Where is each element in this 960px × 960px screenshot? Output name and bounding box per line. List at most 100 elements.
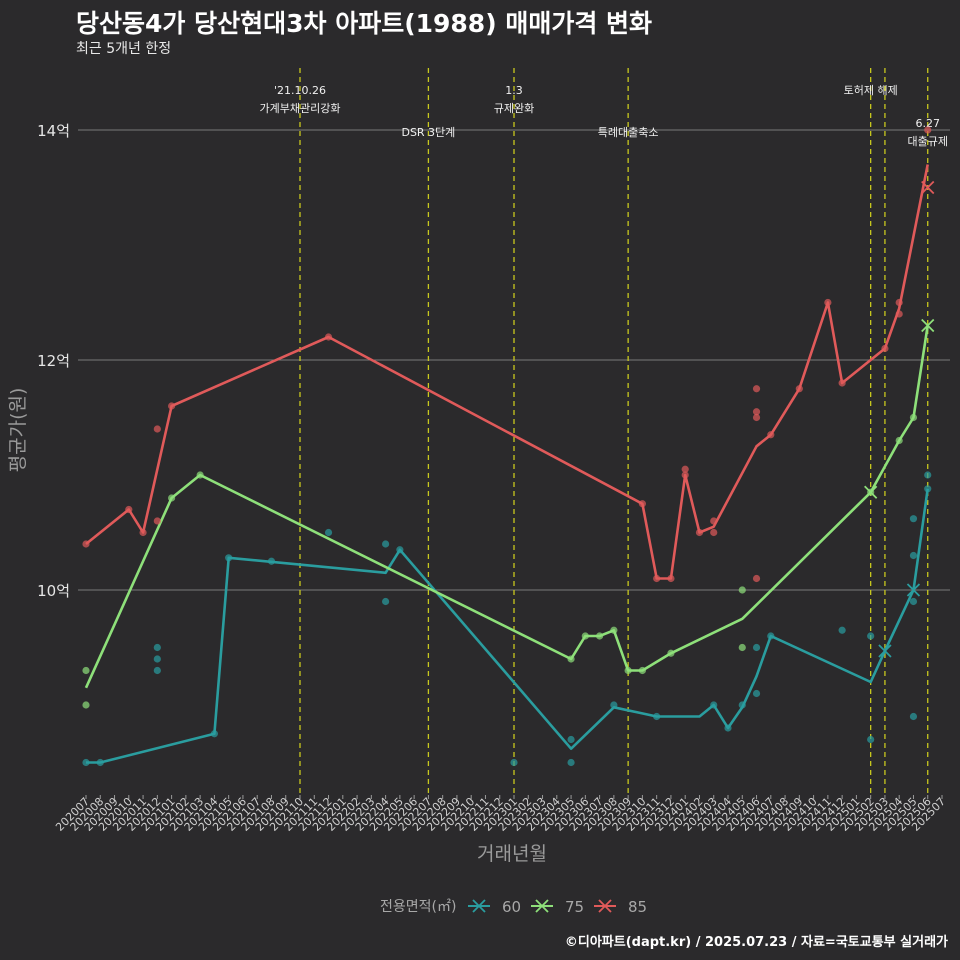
data-point xyxy=(324,333,333,341)
recent-trade-marker xyxy=(921,318,935,333)
data-point xyxy=(653,712,661,721)
data-point xyxy=(867,735,875,744)
data-point xyxy=(168,402,176,410)
data-point xyxy=(96,758,104,767)
data-point xyxy=(581,632,589,640)
series-85 xyxy=(82,126,935,583)
data-point xyxy=(382,597,390,606)
data-point xyxy=(168,494,176,502)
data-point xyxy=(752,574,761,583)
data-point xyxy=(653,574,661,583)
data-point xyxy=(710,517,718,525)
data-point xyxy=(909,413,918,422)
legend-label: 75 xyxy=(565,898,584,916)
legend-label: 60 xyxy=(502,898,521,916)
data-point xyxy=(624,666,632,675)
data-point xyxy=(767,632,775,640)
recent-trade-marker xyxy=(906,583,921,597)
data-point xyxy=(153,655,161,663)
data-point xyxy=(638,666,647,675)
data-point xyxy=(153,666,161,675)
data-point xyxy=(752,413,761,422)
data-point xyxy=(909,597,918,606)
event-label: 1.3 xyxy=(505,84,523,97)
data-point xyxy=(924,471,932,479)
data-point xyxy=(681,465,689,473)
data-point xyxy=(567,758,575,767)
legend-label: 85 xyxy=(628,898,647,916)
recent-trade-marker xyxy=(921,180,935,195)
data-point xyxy=(895,298,903,307)
data-point xyxy=(82,540,90,548)
data-point xyxy=(867,632,875,640)
chart-subtitle: 최근 5개년 한정 xyxy=(76,41,172,57)
legend-swatch-icon xyxy=(535,899,549,913)
x-axis-title: 거래년월 xyxy=(477,843,547,865)
y-tick-label: 10억 xyxy=(37,582,70,600)
data-point xyxy=(767,431,775,439)
data-point xyxy=(324,528,333,537)
y-tick-label: 12억 xyxy=(37,352,70,370)
data-point xyxy=(196,471,204,479)
data-point xyxy=(510,758,518,767)
data-point xyxy=(125,505,133,514)
event-label: 가계부채관리강화 xyxy=(260,102,341,115)
series-line-60 xyxy=(86,488,929,764)
data-point xyxy=(153,425,161,433)
data-point xyxy=(895,310,903,318)
data-point xyxy=(909,551,918,560)
data-point xyxy=(738,643,746,652)
data-point xyxy=(610,701,618,709)
data-point xyxy=(596,632,604,640)
data-point xyxy=(667,649,675,657)
data-point xyxy=(752,385,761,393)
data-point xyxy=(610,626,618,634)
data-point xyxy=(267,557,276,565)
y-tick-label: 14억 xyxy=(37,122,70,140)
data-point xyxy=(82,758,90,767)
data-point xyxy=(909,712,918,721)
data-point xyxy=(695,528,704,537)
data-point xyxy=(396,546,404,554)
data-point xyxy=(667,574,675,583)
event-label: '21.10.26 xyxy=(274,84,326,97)
legend-swatch-icon xyxy=(598,899,612,913)
event-label: 토허제 해제 xyxy=(844,83,898,97)
series-layer xyxy=(82,126,935,767)
recent-trade-marker xyxy=(864,485,878,499)
data-point xyxy=(924,485,932,493)
legend-title: 전용면적(㎡) xyxy=(380,899,456,915)
data-point xyxy=(881,344,889,353)
series-line-85 xyxy=(85,164,929,580)
data-point xyxy=(895,436,903,445)
axis-layer: 10억12억14억2020072020082020092020102020112… xyxy=(7,122,948,865)
legend: 전용면적(㎡) 60 75 85 xyxy=(380,898,647,916)
y-axis-title: 평균가(원) xyxy=(7,388,29,473)
data-point xyxy=(710,528,718,537)
data-point xyxy=(924,126,932,134)
event-label: 6.27 xyxy=(915,117,940,130)
data-point xyxy=(567,655,575,663)
event-label: 특례대출축소 xyxy=(598,126,659,139)
data-point xyxy=(795,385,803,393)
chart-title: 당산동4가 당산현대3차 아파트(1988) 매매가격 변화 xyxy=(76,9,653,38)
data-point xyxy=(638,500,647,508)
data-point xyxy=(153,643,161,652)
data-point xyxy=(710,701,718,709)
series-75 xyxy=(82,318,935,709)
data-point xyxy=(382,540,390,548)
data-point xyxy=(824,298,832,307)
legend-swatch-icon xyxy=(472,899,486,913)
data-point xyxy=(225,554,233,562)
event-label: DSR 3단계 xyxy=(401,126,455,139)
event-label: 대출규제 xyxy=(907,135,947,148)
data-point xyxy=(567,735,575,744)
data-point xyxy=(681,471,689,479)
recent-trade-marker xyxy=(878,644,892,658)
data-point xyxy=(153,517,161,525)
data-point xyxy=(909,515,918,523)
data-point xyxy=(738,701,746,709)
data-point xyxy=(752,643,761,652)
